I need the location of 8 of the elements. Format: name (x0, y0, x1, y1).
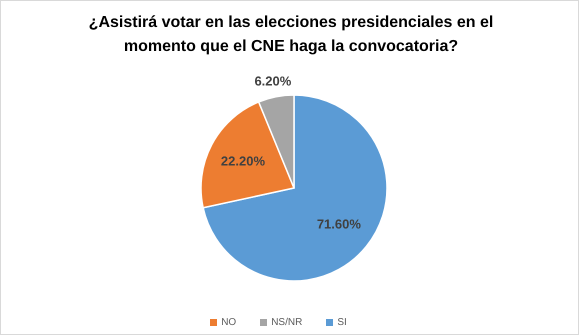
chart-title: ¿Asistirá votar en las elecciones presidenciales en el momento que el CNE haga la convocatoria? (88, 13, 494, 57)
data-label: 6.20% (254, 74, 292, 89)
legend-label: NS/NR (271, 317, 302, 328)
pie-slice (202, 94, 388, 282)
legend-label: NO (221, 317, 236, 328)
data-label: 22.20% (220, 154, 266, 169)
legend-label: SI (337, 317, 347, 328)
data-label: 71.60% (316, 216, 362, 232)
